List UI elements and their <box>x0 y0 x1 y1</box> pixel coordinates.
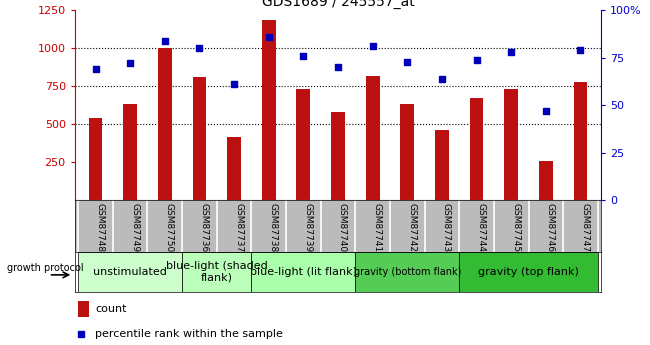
Point <box>125 61 135 66</box>
Point <box>541 108 551 114</box>
Text: blue-light (lit flank): blue-light (lit flank) <box>250 267 357 277</box>
Text: GSM87740: GSM87740 <box>338 203 347 252</box>
Bar <box>158 48 172 200</box>
Bar <box>262 20 276 200</box>
Bar <box>227 137 241 200</box>
Point <box>263 34 274 40</box>
Bar <box>539 161 552 200</box>
Text: GSM87744: GSM87744 <box>476 203 486 252</box>
Text: growth protocol: growth protocol <box>8 263 84 273</box>
Title: GDS1689 / 245557_at: GDS1689 / 245557_at <box>261 0 415 9</box>
Point <box>402 59 413 64</box>
Bar <box>88 118 103 200</box>
Point <box>333 65 343 70</box>
Text: blue-light (shaded
flank): blue-light (shaded flank) <box>166 261 268 283</box>
Bar <box>182 252 252 292</box>
Text: GSM87736: GSM87736 <box>200 203 209 252</box>
Bar <box>331 112 345 200</box>
Bar <box>77 302 89 317</box>
Text: GSM87750: GSM87750 <box>165 203 174 252</box>
Point <box>194 46 205 51</box>
Text: GSM87745: GSM87745 <box>511 203 520 252</box>
Bar <box>460 252 598 292</box>
Text: gravity (bottom flank): gravity (bottom flank) <box>354 267 461 277</box>
Text: gravity (top flank): gravity (top flank) <box>478 267 579 277</box>
Bar <box>504 89 518 200</box>
Text: percentile rank within the sample: percentile rank within the sample <box>95 329 283 339</box>
Point <box>229 82 239 87</box>
Point <box>160 38 170 43</box>
Bar <box>252 252 356 292</box>
Bar <box>78 252 182 292</box>
Point <box>575 47 586 53</box>
Bar <box>124 105 137 200</box>
Bar <box>356 252 460 292</box>
Bar <box>435 130 449 200</box>
Text: GSM87742: GSM87742 <box>408 203 416 252</box>
Bar <box>296 89 310 200</box>
Text: GSM87748: GSM87748 <box>96 203 105 252</box>
Bar <box>469 98 484 200</box>
Text: GSM87738: GSM87738 <box>268 203 278 252</box>
Text: GSM87749: GSM87749 <box>130 203 139 252</box>
Bar <box>366 76 380 200</box>
Point <box>298 53 309 59</box>
Text: GSM87743: GSM87743 <box>442 203 451 252</box>
Point <box>506 49 516 55</box>
Text: GSM87739: GSM87739 <box>304 203 313 252</box>
Text: count: count <box>95 304 127 314</box>
Point <box>90 66 101 72</box>
Bar <box>573 82 588 200</box>
Point <box>367 44 378 49</box>
Text: GSM87746: GSM87746 <box>546 203 555 252</box>
Bar <box>192 77 207 200</box>
Text: GSM87747: GSM87747 <box>580 203 590 252</box>
Text: GSM87741: GSM87741 <box>372 203 382 252</box>
Bar <box>400 105 414 200</box>
Point <box>471 57 482 62</box>
Text: unstimulated: unstimulated <box>93 267 167 277</box>
Point <box>437 76 447 81</box>
Text: GSM87737: GSM87737 <box>234 203 243 252</box>
